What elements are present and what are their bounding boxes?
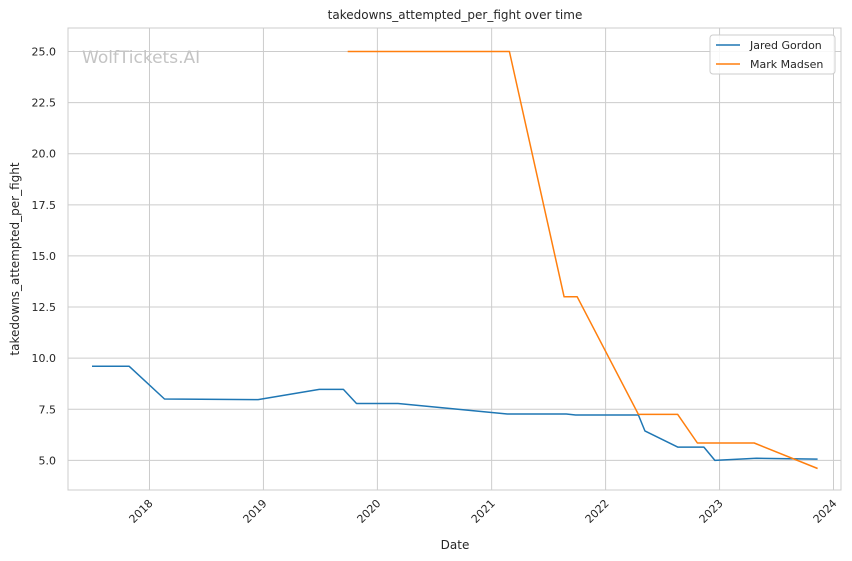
chart-title: takedowns_attempted_per_fight over time [328, 8, 583, 22]
x-axis-label: Date [441, 538, 470, 552]
series-layer [92, 50, 818, 470]
series-line-jared-gordon [92, 365, 818, 462]
legend-label-jared-gordon: Jared Gordon [749, 39, 822, 52]
y-tick-label: 12.5 [32, 301, 57, 314]
y-tick-label: 20.0 [32, 148, 57, 161]
y-tick-label: 15.0 [32, 250, 57, 263]
plot-frame [67, 27, 842, 491]
y-tick-label: 22.5 [32, 97, 57, 110]
y-tick-label: 7.5 [39, 403, 57, 416]
y-tick-label: 10.0 [32, 352, 57, 365]
y-tick-labels: 5.0 7.5 10.0 12.5 15.0 17.5 20.0 22.5 25.0 [32, 46, 57, 468]
y-tick-label: 5.0 [39, 454, 57, 467]
legend-label-mark-madsen: Mark Madsen [750, 58, 823, 71]
y-axis-label: takedowns_attempted_per_fight [8, 162, 22, 355]
y-tick-label: 17.5 [32, 199, 57, 212]
grid [68, 28, 841, 490]
legend-box [709, 34, 836, 75]
legend: Jared Gordon Mark Madsen [709, 34, 836, 75]
watermark: WolfTickets.AI [82, 48, 201, 68]
y-tick-label: 25.0 [32, 46, 57, 59]
series-line-mark-madsen [347, 50, 818, 470]
